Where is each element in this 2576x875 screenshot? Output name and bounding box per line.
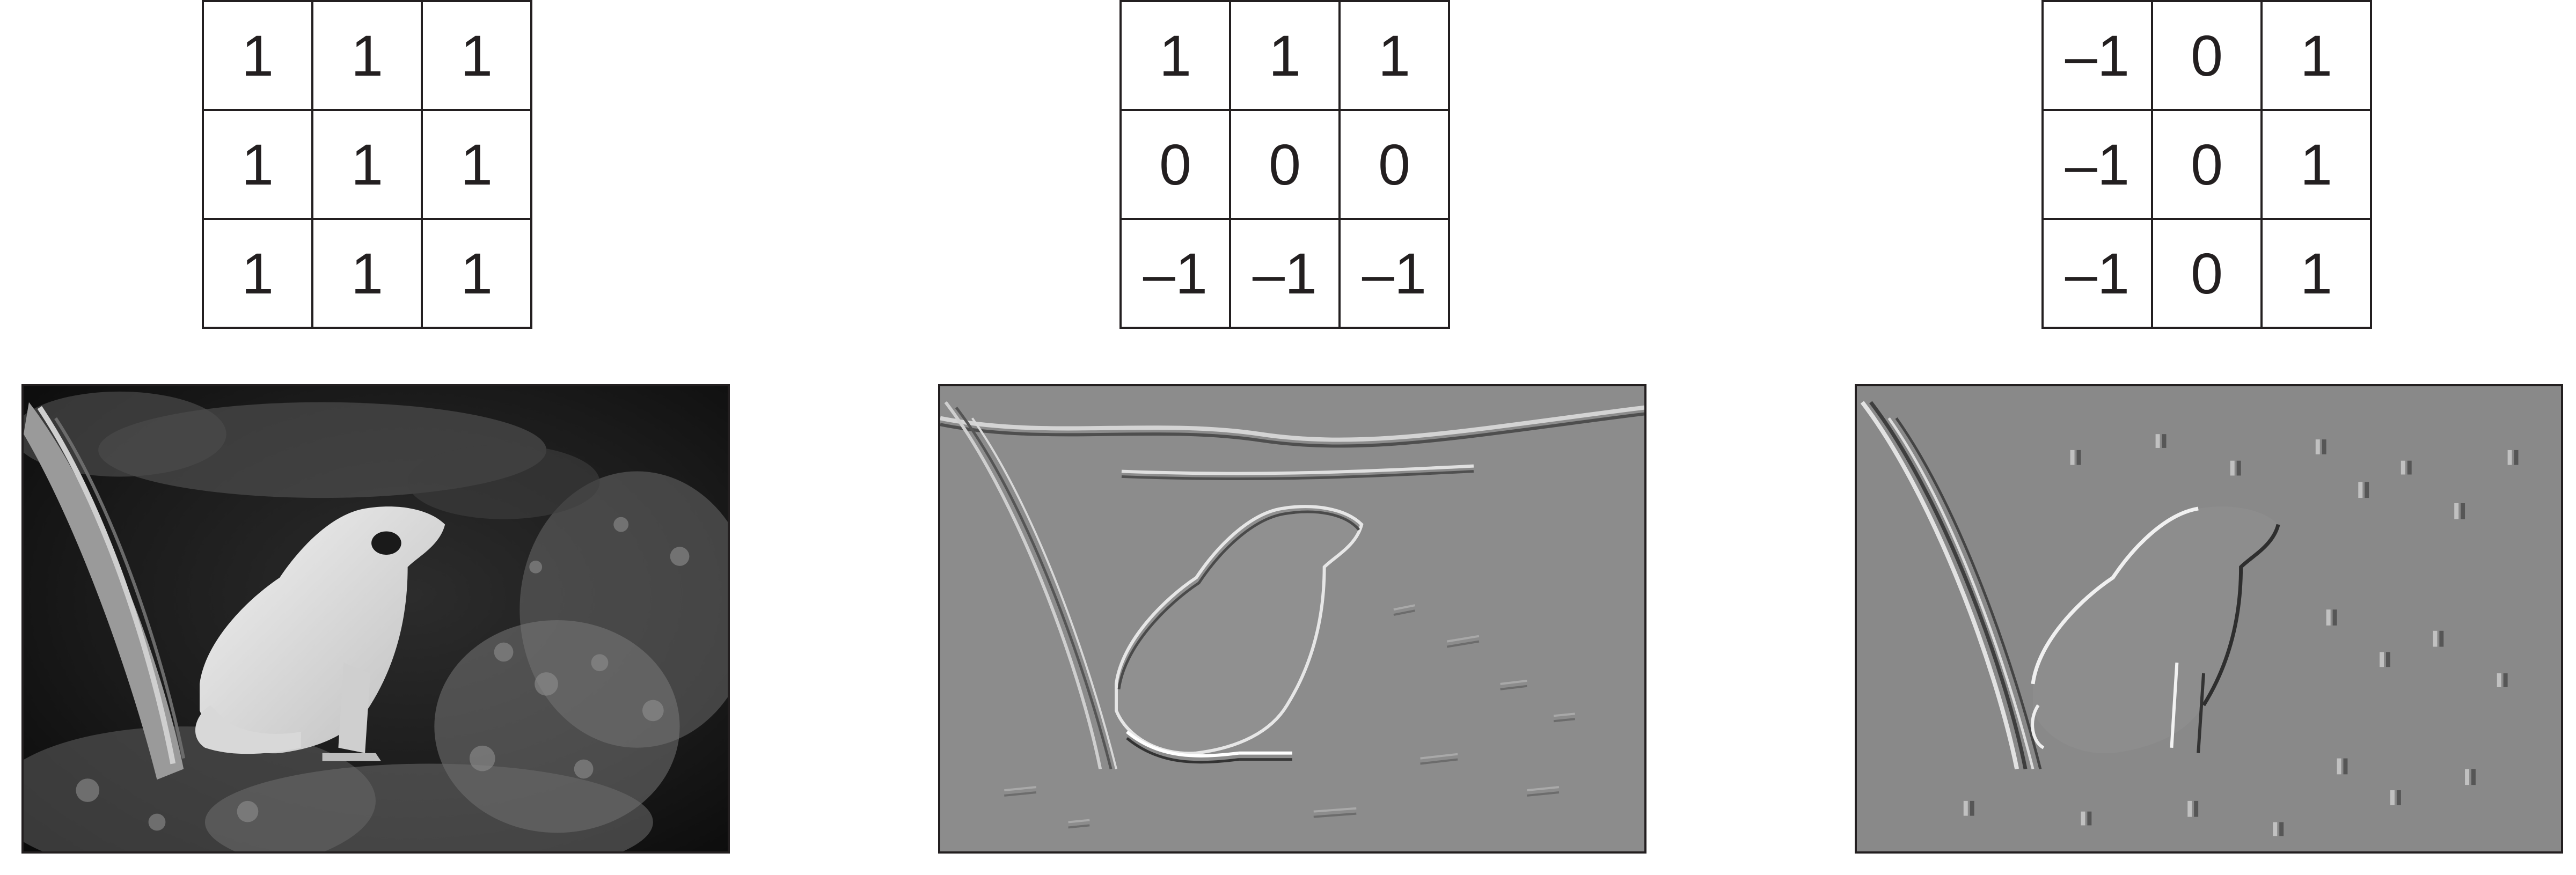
frog-photo-original-image (24, 386, 728, 851)
kernel-cell: 1 (2260, 218, 2372, 329)
kernel-matrix-horizontal: 1 1 1 0 0 0 –1 –1 –1 (1119, 0, 1450, 329)
kernel-cell: 1 (311, 218, 423, 329)
kernel-cell: 1 (202, 109, 313, 220)
kernel-matrix-blur: 1 1 1 1 1 1 1 1 1 (202, 0, 532, 329)
kernel-row: 1 1 1 (202, 0, 532, 111)
kernel-cell: 1 (311, 109, 423, 220)
kernel-cell: 1 (1229, 0, 1341, 111)
kernel-cell: 0 (2151, 0, 2263, 111)
frog-photo-horizontal-edges (938, 384, 1646, 854)
panel-vertical-edges: –1 0 1 –1 0 1 –1 0 1 (1855, 0, 2563, 875)
kernel-cell: 1 (2260, 0, 2372, 111)
frog-photo-original (21, 384, 730, 854)
kernel-cell: 1 (311, 0, 423, 111)
kernel-row: 1 1 1 (1119, 0, 1450, 111)
frog-photo-horizontal-edges-image (940, 386, 1644, 851)
kernel-cell: 1 (202, 0, 313, 111)
kernel-cell: 1 (202, 218, 313, 329)
kernel-cell: 1 (421, 0, 532, 111)
kernel-cell: –1 (1119, 218, 1231, 329)
kernel-row: –1 –1 –1 (1119, 218, 1450, 329)
panel-blur: 1 1 1 1 1 1 1 1 1 (21, 0, 730, 875)
kernel-row: 0 0 0 (1119, 109, 1450, 220)
frog-photo-vertical-edges (1855, 384, 2563, 854)
kernel-row: 1 1 1 (202, 109, 532, 220)
kernel-cell: –1 (2041, 109, 2153, 220)
kernel-cell: 0 (2151, 218, 2263, 329)
kernel-row: –1 0 1 (2041, 218, 2372, 329)
kernel-cell: –1 (1338, 218, 1450, 329)
kernel-cell: 1 (1338, 0, 1450, 111)
kernel-cell: 1 (421, 109, 532, 220)
kernel-matrix-vertical: –1 0 1 –1 0 1 –1 0 1 (2041, 0, 2372, 329)
kernel-cell: –1 (1229, 218, 1341, 329)
kernel-row: –1 0 1 (2041, 109, 2372, 220)
frog-photo-vertical-edges-image (1857, 386, 2561, 851)
kernel-cell: 0 (1119, 109, 1231, 220)
kernel-cell: 1 (2260, 109, 2372, 220)
kernel-cell: 1 (1119, 0, 1231, 111)
kernel-row: 1 1 1 (202, 218, 532, 329)
kernel-cell: –1 (2041, 218, 2153, 329)
kernel-cell: 0 (1229, 109, 1341, 220)
kernel-cell: 1 (421, 218, 532, 329)
kernel-cell: –1 (2041, 0, 2153, 111)
panel-horizontal-edges: 1 1 1 0 0 0 –1 –1 –1 (938, 0, 1646, 875)
kernel-cell: 0 (1338, 109, 1450, 220)
kernel-row: –1 0 1 (2041, 0, 2372, 111)
kernel-cell: 0 (2151, 109, 2263, 220)
